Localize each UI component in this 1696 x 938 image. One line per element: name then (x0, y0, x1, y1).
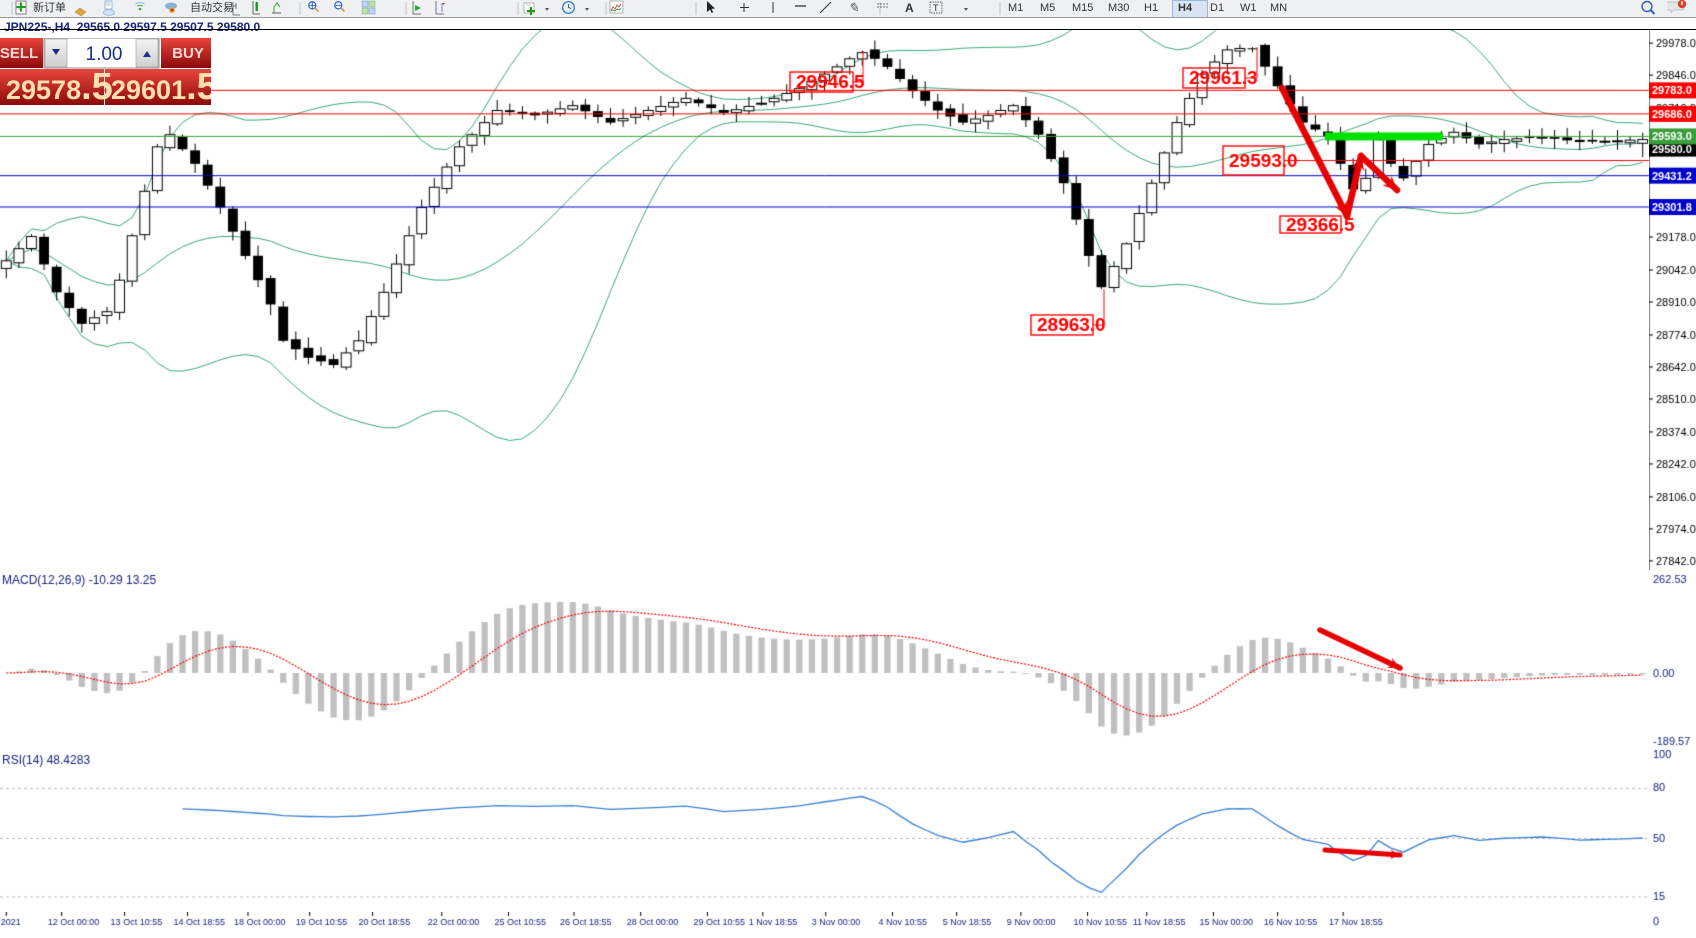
svg-text:自动交易: 自动交易 (190, 0, 234, 14)
svg-text:✎: ✎ (848, 0, 859, 15)
svg-text:T: T (933, 3, 939, 13)
svg-text:A: A (905, 1, 914, 15)
svg-text:SELL: SELL (0, 45, 38, 62)
svg-text:BUY: BUY (172, 45, 204, 62)
svg-text:新订单: 新订单 (33, 0, 66, 14)
svg-text:1.00: 1.00 (86, 44, 123, 65)
